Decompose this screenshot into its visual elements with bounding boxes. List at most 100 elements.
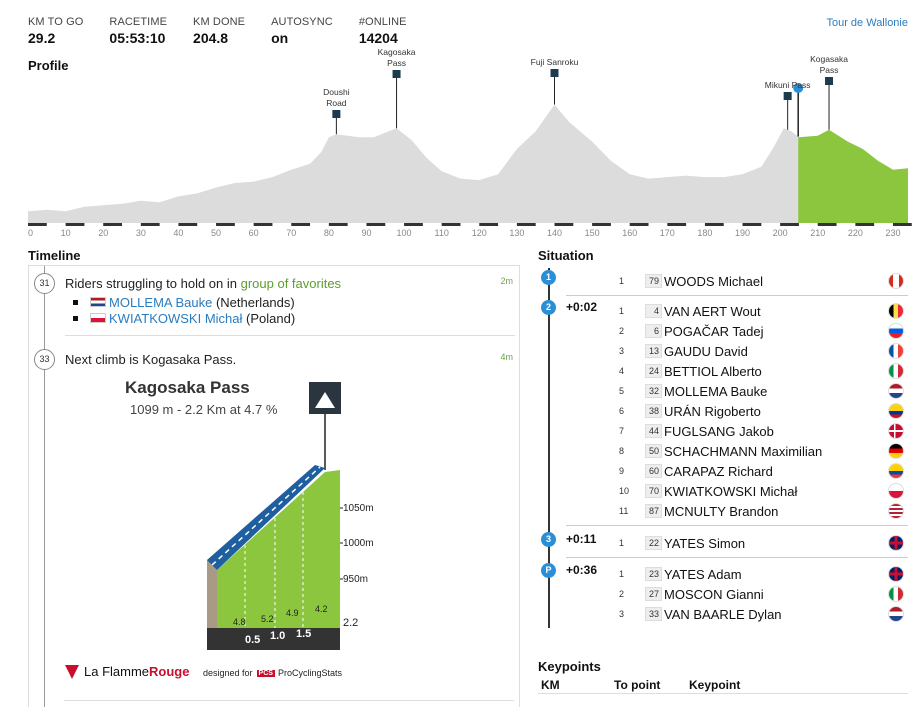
climb-marker-icon xyxy=(783,92,792,100)
rider-row[interactable]: 11 87 MCNULTY Brandon xyxy=(600,501,910,521)
situation-title: Situation xyxy=(538,248,594,263)
rider-row[interactable]: 1 23 YATES Adam xyxy=(600,564,910,584)
bullet-icon xyxy=(73,315,78,321)
rider-number: 87 xyxy=(645,504,662,518)
distance-tick-label: 170 xyxy=(660,228,675,238)
timeline-text-before: Riders struggling to hold on in xyxy=(65,276,241,291)
group-badge: 3 xyxy=(541,532,556,547)
distance-bar-segment xyxy=(65,223,85,226)
stat-value: 29.2 xyxy=(28,30,56,46)
race-link[interactable]: Tour de Wallonie xyxy=(826,17,908,29)
ca-flag-icon xyxy=(888,273,904,289)
distance-tick-label: 110 xyxy=(434,228,448,238)
it-flag-icon xyxy=(888,363,904,379)
rider-name[interactable]: MCNULTY Brandon xyxy=(664,503,779,519)
rider-row[interactable]: 2 27 MOSCON Gianni xyxy=(600,584,910,604)
timeline-text: Next climb is Kogasaka Pass. xyxy=(65,352,237,367)
rider-name[interactable]: POGAČAR Tadej xyxy=(664,323,764,339)
distance-bar-segment xyxy=(178,223,198,226)
distance-bar-segment xyxy=(742,223,762,226)
stat-label: KM DONE xyxy=(193,16,246,28)
climb-name: Kagosaka Pass xyxy=(125,378,250,397)
rider-row[interactable]: 8 50 SCHACHMANN Maximilian xyxy=(600,441,910,461)
rider-position: 3 xyxy=(619,609,625,619)
rider-link[interactable]: MOLLEMA Bauke xyxy=(109,294,213,310)
stats-bar: KM TO GO 29.2 RACETIME 05:53:10 KM DONE … xyxy=(28,16,433,46)
timeline-number-badge: 31 xyxy=(34,273,55,294)
brand-text-a: La Flamme xyxy=(84,664,150,679)
rider-row[interactable]: 3 13 GAUDU David xyxy=(600,341,910,361)
rider-name[interactable]: WOODS Michael xyxy=(664,273,763,289)
distance-tick-label: 50 xyxy=(211,228,221,238)
climb-label: Doushi xyxy=(323,87,350,97)
rider-row[interactable]: 1 22 YATES Simon xyxy=(600,533,910,553)
rider-number: 33 xyxy=(645,607,662,621)
dk-flag-icon xyxy=(888,423,904,439)
distance-bar-segment xyxy=(667,223,687,226)
rider-number: 32 xyxy=(645,384,662,398)
stat-racetime: RACETIME 05:53:10 xyxy=(109,16,167,46)
situation-line xyxy=(548,268,550,628)
keypoints-title: Keypoints xyxy=(538,659,601,674)
rider-link[interactable]: KWIATKOWSKI Michał xyxy=(109,310,243,326)
rider-name[interactable]: SCHACHMANN Maximilian xyxy=(664,443,823,459)
rider-name[interactable]: URÁN Rigoberto xyxy=(664,403,761,419)
climb-profile-graphic: 1050m 1000m 950m 4.8 5.2 4.9 4.2 0.5 1.0… xyxy=(207,382,374,650)
rider-name[interactable]: BETTIOL Alberto xyxy=(664,363,762,379)
flame-icon xyxy=(65,664,79,679)
climb-marker-icon xyxy=(332,110,341,118)
rider-name[interactable]: CARAPAZ Richard xyxy=(664,463,773,479)
climb-label: Mikuni Pass xyxy=(765,80,811,90)
stat-value: 204.8 xyxy=(193,30,229,46)
stat-label: #ONLINE xyxy=(358,16,407,28)
gradient-label: 4.8 xyxy=(233,617,246,627)
rider-name[interactable]: FUGLSANG Jakob xyxy=(664,423,774,439)
climb-label: Kogasaka xyxy=(810,54,848,64)
rider-name[interactable]: YATES Adam xyxy=(664,566,742,582)
rider-name[interactable]: VAN AERT Wout xyxy=(664,303,761,319)
rider-name[interactable]: VAN BAARLE Dylan xyxy=(664,606,782,622)
timeline-time: 4m xyxy=(500,352,513,362)
rider-name[interactable]: MOSCON Gianni xyxy=(664,586,764,602)
us-flag-icon xyxy=(888,503,904,519)
climb-side xyxy=(207,555,217,650)
distance-tick-label: 190 xyxy=(735,228,750,238)
be-flag-icon xyxy=(888,303,904,319)
rider-number: 50 xyxy=(645,444,662,458)
km-label: 0.5 xyxy=(245,634,260,646)
rider-name[interactable]: YATES Simon xyxy=(664,535,746,551)
profile-done-area xyxy=(28,104,799,223)
rider-row[interactable]: 6 38 URÁN Rigoberto xyxy=(600,401,910,421)
rider-row[interactable]: 7 44 FUGLSANG Jakob xyxy=(600,421,910,441)
rider-number: 22 xyxy=(645,536,662,550)
rider-row[interactable]: 2 6 POGAČAR Tadej xyxy=(600,321,910,341)
rider-row[interactable]: 1 4 VAN AERT Wout xyxy=(600,301,910,321)
rider-row[interactable]: 4 24 BETTIOL Alberto xyxy=(600,361,910,381)
rider-number: 13 xyxy=(645,344,662,358)
rider-position: 5 xyxy=(619,386,625,396)
divider xyxy=(65,335,515,336)
km-label: 2.2 xyxy=(343,617,358,629)
stat-km-done: KM DONE 204.8 xyxy=(193,16,245,46)
rider-position: 1 xyxy=(619,538,625,548)
rider-row[interactable]: 5 32 MOLLEMA Bauke xyxy=(600,381,910,401)
distance-bar-segment xyxy=(328,223,348,226)
rider-name[interactable]: GAUDU David xyxy=(664,343,748,359)
stat-km-to-go: KM TO GO 29.2 xyxy=(28,16,83,46)
group-link[interactable]: group of favorites xyxy=(240,276,342,291)
profile-chart[interactable]: 0 10 20 30 40 50 60 70 80 90 100 110 120 130 140 150 160… xyxy=(28,47,912,240)
distance-tick-label: 120 xyxy=(472,228,487,238)
distance-bar-segment xyxy=(216,223,235,226)
rider-name[interactable]: MOLLEMA Bauke xyxy=(664,383,768,399)
rider-row[interactable]: 10 70 KWIATKOWSKI Michał xyxy=(600,481,910,501)
rider-position: 3 xyxy=(619,346,625,356)
rider-number: 6 xyxy=(645,324,662,338)
rider-row[interactable]: 9 60 CARAPAZ Richard xyxy=(600,461,910,481)
distance-bar-segment xyxy=(704,223,724,226)
stat-value: 14204 xyxy=(358,30,398,46)
road-dashes xyxy=(211,466,321,566)
rider-name[interactable]: KWIATKOWSKI Michał xyxy=(664,483,798,499)
rider-number: 27 xyxy=(645,587,662,601)
rider-row[interactable]: 1 79 WOODS Michael xyxy=(600,271,910,291)
rider-row[interactable]: 3 33 VAN BAARLE Dylan xyxy=(600,604,910,624)
